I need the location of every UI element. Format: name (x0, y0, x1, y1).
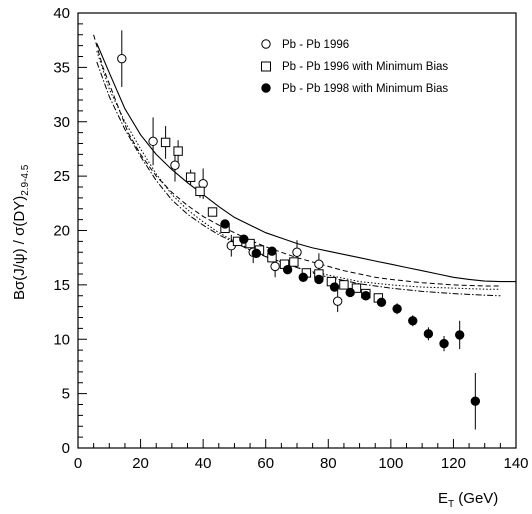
data-point-filled-circle (408, 316, 418, 326)
x-tick-label: 20 (132, 455, 149, 472)
data-point-filled-circle (454, 330, 465, 340)
y-tick-label: 10 (53, 331, 70, 348)
data-point-filled-circle (239, 234, 249, 244)
data-point-open-square (195, 186, 205, 197)
legend-label-pbpb-1996-minbias: Pb - Pb 1996 with Minimum Bias (282, 61, 448, 73)
data-point-filled-circle (345, 287, 355, 298)
data-point-open-square (351, 283, 362, 293)
legend-marker-open-square (261, 61, 271, 72)
legend-item-pbpb-1996: Pb - Pb 1996 (261, 39, 349, 51)
x-tick-label: 40 (195, 455, 212, 472)
data-point-filled-circle (470, 396, 481, 406)
legend-label-pbpb-1996: Pb - Pb 1996 (282, 39, 349, 51)
y-tick-label: 25 (53, 168, 70, 185)
y-tick-label: 20 (53, 223, 70, 240)
x-tick-label: 120 (441, 455, 466, 472)
data-point-open-circle (117, 53, 127, 64)
legend-item-pbpb-1996-minbias: Pb - Pb 1996 with Minimum Bias (261, 61, 448, 73)
data-point-filled-circle (329, 282, 340, 292)
data-point-open-square (289, 257, 299, 267)
y-tick-label: 30 (53, 114, 70, 131)
legend-item-pbpb-1998-minbias: Pb - Pb 1998 with Minimum Bias (261, 83, 448, 95)
y-tick-label: 15 (53, 277, 70, 294)
plot-frame (77, 12, 517, 449)
legend-label-pbpb-1998-minbias: Pb - Pb 1998 with Minimum Bias (282, 83, 448, 95)
data-point-filled-circle (282, 264, 293, 275)
data-point-filled-circle (423, 329, 434, 339)
model-curves (93, 34, 516, 297)
y-axis-label: Bσ(J/ψ) / σ(DY)2.9-4.5 (11, 164, 31, 300)
data-point-filled-circle (314, 274, 324, 285)
data-point-filled-circle (298, 272, 308, 282)
y-tick-label: 0 (62, 440, 70, 457)
data-point-open-square (207, 207, 218, 217)
legend-marker-open-circle (261, 39, 271, 49)
y-axis-label-sub: 2.9-4.5 (20, 164, 31, 196)
x-tick-label: 80 (320, 455, 337, 472)
data-point-filled-circle (439, 338, 449, 349)
data-point-open-square (185, 172, 196, 182)
y-tick-label: 35 (53, 59, 70, 76)
y-tick-label: 5 (62, 386, 70, 403)
data-point-filled-circle (267, 246, 277, 256)
data-point-open-square (245, 238, 255, 249)
data-point-open-square (339, 280, 349, 290)
data-point-open-circle (332, 296, 343, 306)
model-curve-dashed (93, 34, 501, 287)
data-point-filled-circle (392, 304, 402, 314)
tick-labels: 0 20 40 60 80 100 120 140 0 5 10 15 20 25 30 35 40 (53, 5, 528, 472)
x-tick-label: 60 (257, 455, 274, 472)
data-point-open-square (173, 146, 183, 156)
y-tick-label: 40 (53, 5, 70, 22)
axis-ticks (77, 12, 517, 449)
model-curve-dashdot (96, 61, 501, 297)
data-points (117, 53, 481, 406)
x-tick-label: 0 (74, 455, 82, 472)
x-tick-label: 100 (378, 455, 403, 472)
data-point-filled-circle (376, 297, 387, 307)
data-point-open-circle (270, 261, 280, 272)
data-point-open-circle (170, 160, 180, 170)
model-curve-dotted (96, 50, 501, 290)
data-point-open-circle (314, 259, 324, 269)
x-axis-label-main: E (438, 490, 448, 507)
data-point-open-square (160, 137, 171, 148)
x-axis-label-unit: (GeV) (454, 490, 498, 507)
data-point-open-circle (148, 136, 158, 147)
y-axis-label-main: Bσ(J/ψ) / σ(DY) (11, 196, 28, 300)
model-curve-solid (96, 43, 516, 283)
data-point-open-circle (292, 247, 302, 257)
data-point-filled-circle (361, 291, 371, 301)
legend: Pb - Pb 1996 Pb - Pb 1996 with Minimum B… (261, 39, 448, 95)
x-axis-label-sub: T (448, 499, 454, 510)
legend-marker-filled-circle (261, 83, 271, 93)
x-tick-label: 140 (503, 455, 528, 472)
data-point-filled-circle (251, 248, 262, 259)
x-axis-label: ET (GeV) (438, 490, 498, 510)
data-point-filled-circle (220, 219, 230, 229)
